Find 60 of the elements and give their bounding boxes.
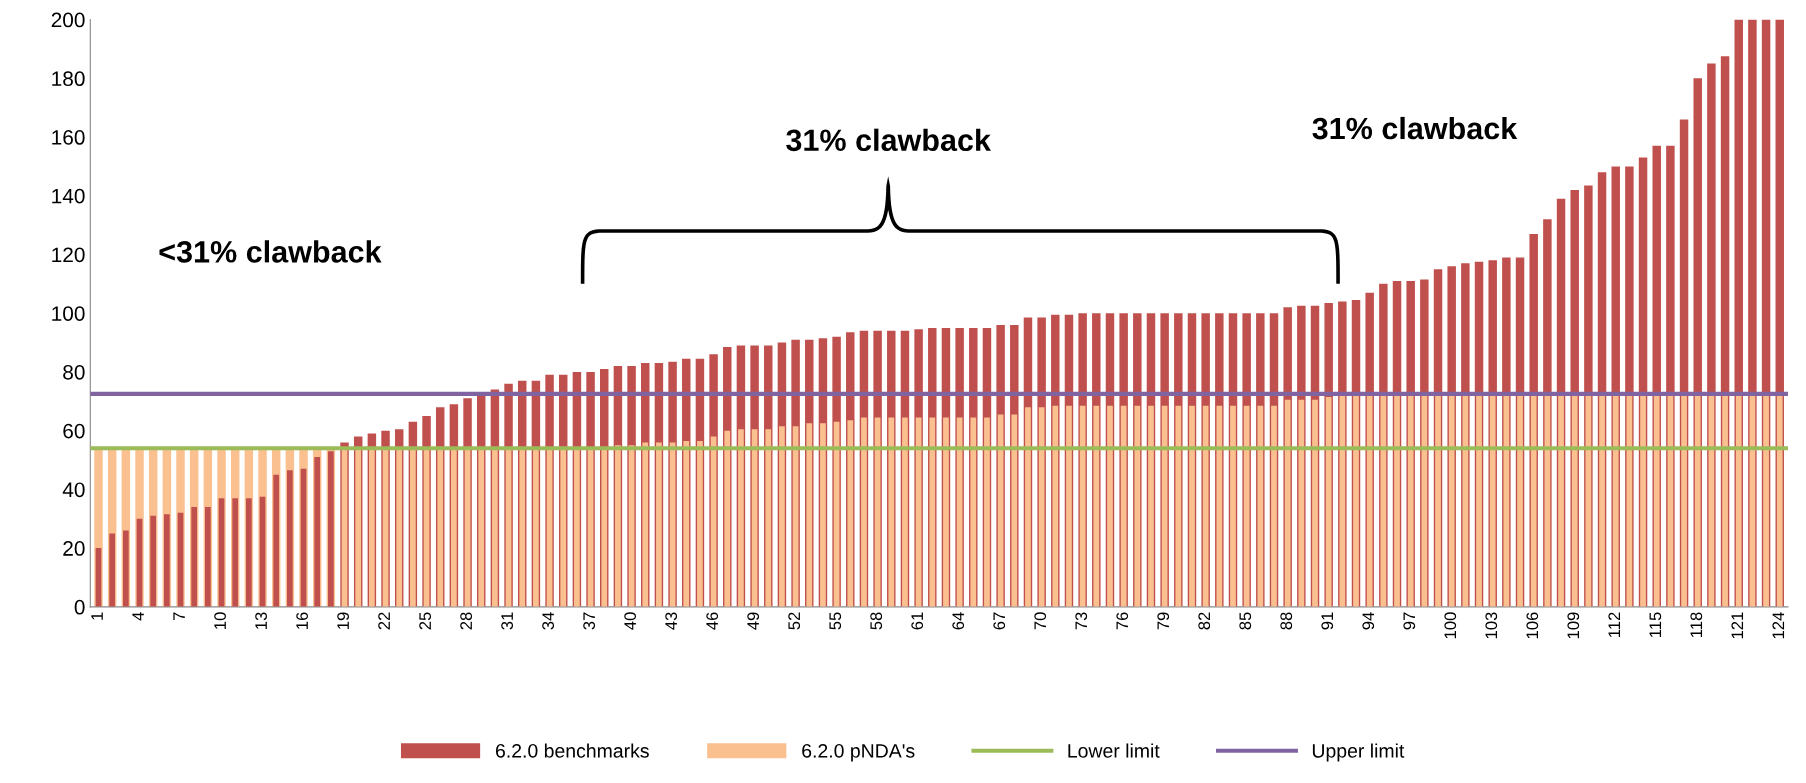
annotation: 31% clawback <box>1312 116 1518 140</box>
x-tick-label: 10 <box>214 612 226 629</box>
x-tick-label: 40 <box>624 612 637 630</box>
y-tick-label: 120 <box>52 247 85 263</box>
x-tick-label: 115 <box>1649 612 1662 637</box>
x-tick-label: 106 <box>1526 612 1539 639</box>
x-tick-label: 16 <box>296 612 308 629</box>
x-tick-label: 61 <box>911 612 924 630</box>
y-tick-label: 140 <box>52 188 85 204</box>
x-tick-label: 22 <box>378 612 390 630</box>
annotation: <31% clawback <box>159 240 382 263</box>
x-tick-label: 100 <box>1444 612 1457 639</box>
x-tick-label: 121 <box>1731 612 1744 639</box>
x-tick-label: 1 <box>91 612 103 620</box>
legend-label: Lower limit <box>1068 743 1160 758</box>
x-tick-label: 52 <box>788 612 801 630</box>
x-tick-label: 73 <box>1075 612 1088 630</box>
x-tick-label: 70 <box>1034 612 1047 630</box>
x-tick-label: 49 <box>747 612 760 630</box>
x-tick-label: 64 <box>952 612 965 630</box>
y-tick-label: 180 <box>52 71 85 87</box>
x-tick-label: 28 <box>460 612 473 630</box>
x-tick-label: 67 <box>993 612 1006 630</box>
y-tick-label: 20 <box>63 541 85 556</box>
x-tick-label: 55 <box>829 612 842 630</box>
legend-label: Upper limit <box>1312 743 1405 762</box>
y-tick-label: 60 <box>63 423 85 439</box>
legend-label: 6.2.0 benchmarks <box>495 743 649 758</box>
x-tick-label: 112 <box>1608 612 1621 637</box>
x-tick-label: 19 <box>337 612 350 629</box>
x-tick-label: 13 <box>255 612 267 629</box>
legend-label: 6.2.0 pNDA's <box>802 743 915 762</box>
annotation: 31% clawback <box>786 128 991 152</box>
x-tick-label: 124 <box>1772 612 1785 639</box>
x-tick-label: 88 <box>1280 612 1293 630</box>
x-tick-label: 37 <box>583 612 596 630</box>
x-tick-label: 46 <box>706 612 719 630</box>
x-tick-label: 76 <box>1116 612 1129 630</box>
y-tick-label: 80 <box>63 364 85 380</box>
y-tick-label: 100 <box>52 306 85 321</box>
x-tick-label: 34 <box>542 612 555 630</box>
x-tick-label: 118 <box>1690 612 1703 637</box>
x-tick-label: 82 <box>1198 612 1211 630</box>
x-tick-label: 94 <box>1362 612 1375 630</box>
x-tick-label: 7 <box>173 612 185 621</box>
x-tick-label: 109 <box>1567 612 1580 639</box>
x-tick-label: 4 <box>132 612 144 621</box>
x-tick-label: 91 <box>1321 612 1334 630</box>
x-tick-label: 43 <box>665 612 678 630</box>
x-tick-label: 103 <box>1485 612 1498 639</box>
x-tick-label: 97 <box>1403 612 1416 630</box>
y-tick-label: 200 <box>51 12 85 28</box>
x-tick-label: 85 <box>1239 612 1252 630</box>
y-tick-label: 40 <box>62 482 85 498</box>
x-tick-label: 58 <box>870 612 883 630</box>
y-tick-label: 0 <box>74 599 85 615</box>
x-tick-label: 25 <box>419 612 432 630</box>
x-tick-label: 79 <box>1157 612 1170 630</box>
x-tick-label: 31 <box>501 612 514 630</box>
y-tick-label: 160 <box>52 130 85 145</box>
